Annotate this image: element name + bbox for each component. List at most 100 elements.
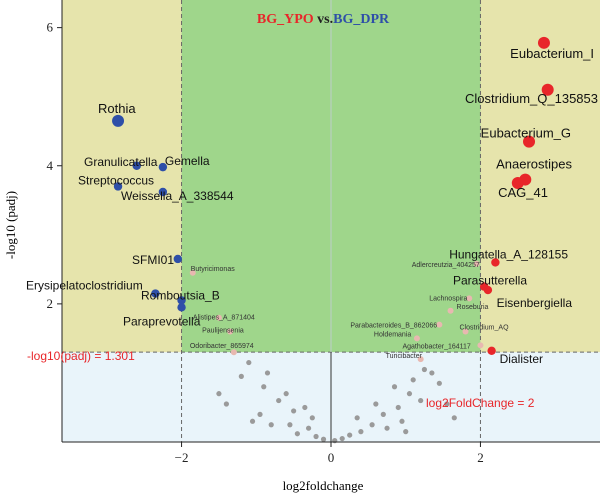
ns-point (287, 422, 293, 428)
point-label: Hungatella_A_128155 (449, 247, 568, 261)
y-axis-label: -log10 (padj) (3, 191, 18, 259)
ns-point (246, 359, 252, 366)
y-tick-label: 2 (47, 296, 54, 311)
ns-point (418, 397, 424, 404)
point-label: Butyricimonas (191, 266, 235, 273)
point-label: Erysipelatoclostridium (26, 279, 143, 293)
point-label: Odoribacter_865974 (190, 343, 254, 350)
point-label: Paulijensenia (202, 328, 244, 335)
ns-point (358, 429, 364, 435)
point-label: Romboutsia_B (141, 288, 220, 302)
ns-point (395, 404, 401, 411)
minor-point (462, 328, 469, 335)
up-point (483, 285, 493, 295)
point-label: Anaerostipes (496, 157, 572, 172)
minor-point (417, 356, 424, 363)
title-part: BG_DPR (333, 12, 390, 27)
x-axis-label: log2foldchange (283, 478, 364, 493)
ns-point (429, 370, 435, 376)
down-point (151, 289, 160, 298)
minor-point (447, 307, 454, 314)
ns-point (444, 401, 450, 407)
down-point (158, 162, 168, 172)
ns-point (354, 415, 360, 421)
ns-point (421, 366, 428, 373)
ns-point (268, 422, 274, 428)
minor-point (436, 321, 443, 328)
ns-point (380, 411, 386, 417)
up-point (487, 346, 496, 356)
ns-point (403, 429, 409, 435)
padj-threshold-label: -log10(padj) = 1.301 (27, 349, 135, 363)
ns-point (313, 433, 319, 440)
x-tick-label: 0 (328, 450, 335, 465)
foldchange-threshold-label: log2FoldChange = 2 (426, 396, 535, 410)
down-point (112, 114, 125, 127)
ns-point (451, 415, 457, 421)
minor-point (227, 328, 234, 335)
ns-point (283, 391, 289, 397)
significant-points (112, 36, 554, 363)
point-label: Holdemania (374, 331, 411, 338)
ns-point (339, 435, 345, 442)
up-point (537, 36, 550, 49)
axes: −2 0 2 2 4 6 (47, 0, 600, 465)
point-labels: Eubacterium_I Clostridium_Q_135853 Eubacte… (26, 46, 598, 366)
title-part: vs. (314, 12, 333, 27)
point-label: Agathobacter_164117 (402, 343, 470, 350)
point-label: Eubacterium_G (481, 126, 571, 141)
x-tick-label: −2 (175, 450, 189, 465)
ns-point (410, 377, 416, 383)
ns-point (216, 391, 222, 397)
down-point (173, 254, 183, 264)
reference-lines (62, 0, 600, 442)
point-label: Parasutterella (453, 274, 527, 288)
minor-point (477, 342, 484, 349)
x-tick-label: 2 (477, 450, 484, 465)
point-label: Streptococcus (78, 173, 154, 187)
ns-point (347, 432, 353, 438)
ns-point (276, 397, 282, 404)
point-label: SFMI01 (132, 253, 174, 267)
point-label: Clostridium_AQ (460, 325, 510, 332)
ns-point (373, 401, 379, 407)
ns-point (309, 415, 315, 421)
point-label: Lachnospira (429, 295, 467, 302)
point-label: Eisenbergiella (497, 296, 573, 310)
up-regulated-region (480, 0, 600, 353)
down-point (177, 296, 186, 305)
chart-title: BG_YPO vs.BG_DPR (257, 12, 390, 27)
point-label: Roseburia (457, 304, 489, 311)
minor-point (215, 314, 222, 321)
ns-point (238, 373, 244, 379)
minor-point (413, 335, 420, 342)
down-regulated-region (62, 0, 182, 353)
point-label: CAG_41 (498, 185, 548, 200)
ns-point (369, 422, 375, 428)
down-point (113, 182, 123, 191)
ns-point (261, 384, 267, 390)
point-label: Dialister (500, 352, 543, 366)
point-label: Granulicatella (84, 155, 158, 169)
point-label: Rothia (98, 101, 136, 116)
point-label: Clostridium_Q_135853 (465, 91, 598, 106)
point-label: Turicibacter (386, 353, 423, 360)
up-point (511, 177, 524, 190)
ns-point (391, 384, 398, 390)
point-label: Weissella_A_338544 (121, 189, 234, 203)
point-label: Gemella (165, 154, 210, 168)
ns-point (305, 425, 312, 431)
minor-point (230, 349, 237, 356)
ns-point (399, 418, 405, 424)
point-label: Eubacterium_I (510, 46, 594, 61)
y-tick-label: 4 (47, 158, 54, 173)
minor-point (473, 260, 480, 267)
point-label: Paraprevotella (123, 314, 201, 328)
point-label: Alistipes_A_871404 (193, 315, 255, 322)
point-label: Adlercreutzia_404257 (412, 262, 480, 269)
ns-point (249, 418, 256, 424)
up-point (541, 83, 554, 96)
up-point (491, 258, 500, 267)
ns-point (302, 404, 308, 411)
